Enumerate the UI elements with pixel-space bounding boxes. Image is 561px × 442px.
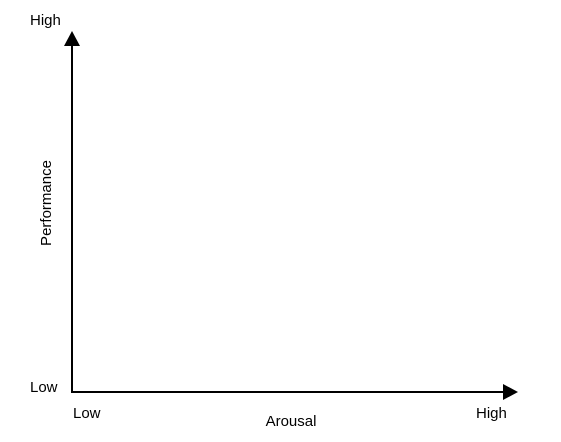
x-axis-title: Arousal bbox=[266, 413, 317, 430]
y-axis-arrowhead bbox=[64, 31, 80, 46]
x-axis-high-label: High bbox=[476, 405, 507, 422]
x-axis-arrowhead bbox=[503, 384, 518, 400]
y-axis-high-label: High bbox=[30, 12, 61, 29]
y-axis-low-label: Low bbox=[30, 379, 58, 396]
y-axis-title: Performance bbox=[38, 160, 55, 246]
x-axis-low-label: Low bbox=[73, 405, 101, 422]
